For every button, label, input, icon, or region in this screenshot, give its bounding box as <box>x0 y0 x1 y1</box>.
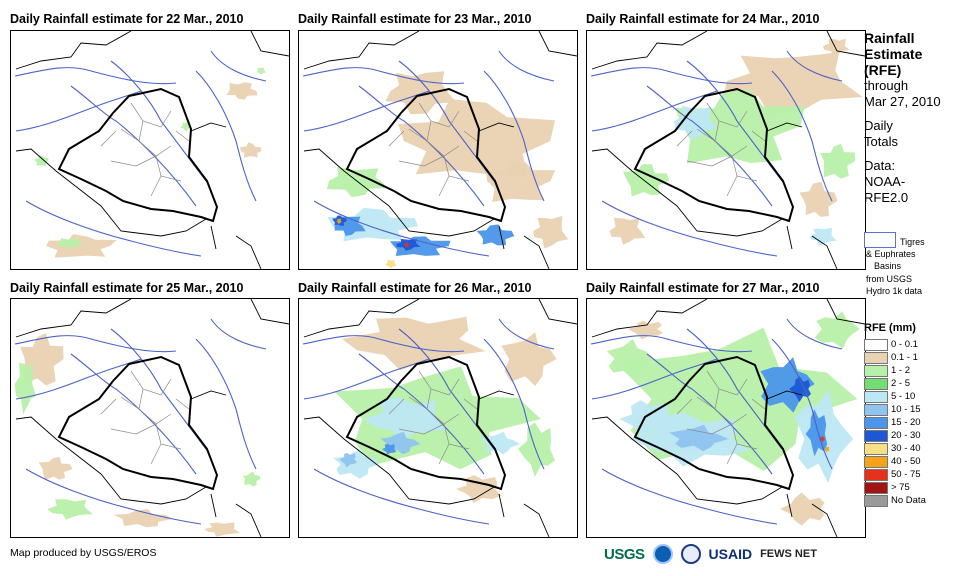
map-panel-23-mar <box>298 30 578 270</box>
legend-line: NOAA- <box>864 174 906 189</box>
rfe-class-label: 2 - 5 <box>891 378 911 389</box>
legend-line: RFE2.0 <box>864 190 909 205</box>
rfe-swatch <box>864 456 888 468</box>
rfe-swatch <box>864 404 888 416</box>
map-panel-25-mar <box>10 298 290 538</box>
fews-net-logo: FEWS NET <box>760 548 817 560</box>
rfe-class-label: No Data <box>891 495 926 506</box>
rfe-swatch <box>864 430 888 442</box>
basin-legend-text: Hydro 1k data <box>866 286 923 296</box>
legend-line: Estimate <box>864 46 923 62</box>
legend-heading: Rainfall Estimate (RFE) through Mar 27, … <box>864 30 964 206</box>
legend-line: Rainfall <box>864 30 915 46</box>
rfe-class-label: 10 - 15 <box>891 404 921 415</box>
rfe-swatch <box>864 339 888 351</box>
rfe-swatch <box>864 378 888 390</box>
rfe-swatch <box>864 443 888 455</box>
rfe-class-label: 0 - 0.1 <box>891 339 918 350</box>
rfe-class-label: 50 - 75 <box>891 469 921 480</box>
noaa-logo-icon <box>652 544 673 564</box>
map-panel-22-mar <box>10 30 290 270</box>
rfe-swatch <box>864 495 888 507</box>
rfe-class-label: 40 - 50 <box>891 456 921 467</box>
map-panel-27-mar <box>586 298 866 538</box>
legend-line: Totals <box>864 134 898 149</box>
basin-legend-text: from USGS <box>866 274 913 284</box>
legend-line: Mar 27, 2010 <box>864 94 941 109</box>
rfe-class-label: 5 - 10 <box>891 391 916 402</box>
logo-strip: USGS USAID FEWS NET <box>604 542 817 566</box>
doi-seal-icon <box>680 544 701 564</box>
panel-title-5: Daily Rainfall estimate for 26 Mar., 201… <box>298 281 532 295</box>
panel-title-1: Daily Rainfall estimate for 22 Mar., 201… <box>10 12 244 26</box>
usaid-logo: USAID <box>708 546 753 562</box>
panel-title-6: Daily Rainfall estimate for 27 Mar., 201… <box>586 281 820 295</box>
rfe-class-label: 30 - 40 <box>891 443 921 454</box>
rfe-swatch <box>864 391 888 403</box>
usgs-logo: USGS <box>604 545 645 563</box>
basin-swatch <box>864 232 896 248</box>
legend-line: (RFE) <box>864 62 902 78</box>
legend-line: Daily <box>864 118 893 133</box>
rfe-class-label: > 75 <box>891 482 910 493</box>
panel-title-4: Daily Rainfall estimate for 25 Mar., 201… <box>10 281 244 295</box>
rfe-class-label: 15 - 20 <box>891 417 921 428</box>
basin-legend-text: & Euphrates <box>866 249 916 259</box>
map-panel-26-mar <box>298 298 578 538</box>
rfe-swatch <box>864 365 888 377</box>
panel-title-3: Daily Rainfall estimate for 24 Mar., 201… <box>586 12 820 26</box>
map-panel-24-mar <box>586 30 866 270</box>
rfe-legend-title: RFE (mm) <box>864 322 916 334</box>
legend-line: through <box>864 78 909 93</box>
basin-legend-text: Tigres <box>900 237 925 247</box>
basin-legend-text: Basins <box>874 261 902 271</box>
rfe-class-label: 0.1 - 1 <box>891 352 918 363</box>
rfe-class-label: 20 - 30 <box>891 430 921 441</box>
rfe-swatch <box>864 482 888 494</box>
panel-title-2: Daily Rainfall estimate for 23 Mar., 201… <box>298 12 532 26</box>
rfe-swatch <box>864 469 888 481</box>
map-credit: Map produced by USGS/EROS <box>10 547 157 559</box>
legend-line: Data: <box>864 158 896 173</box>
rfe-swatch <box>864 417 888 429</box>
rfe-swatch <box>864 352 888 364</box>
rfe-class-label: 1 - 2 <box>891 365 911 376</box>
